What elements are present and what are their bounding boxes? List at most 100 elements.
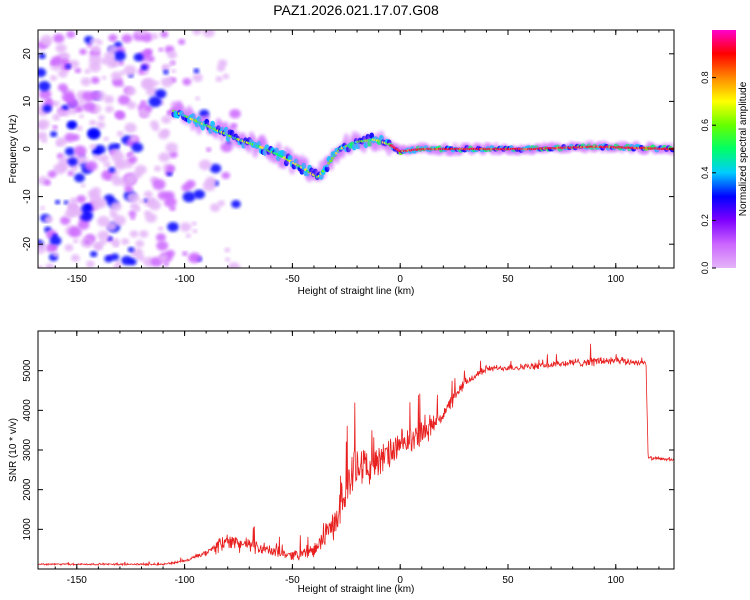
spectrogram-noise-cell xyxy=(198,159,212,171)
spectrogram-noise-cell xyxy=(103,51,115,61)
spectrogram-noise-cell xyxy=(167,222,179,232)
spectrogram-noise-cell xyxy=(150,33,159,40)
spectrogram-noise-cell xyxy=(108,34,118,42)
spectrogram-noise-cell xyxy=(163,261,169,267)
spectrogram-noise-cell xyxy=(57,69,68,78)
spectrogram-noise-cell xyxy=(161,63,171,71)
spectrogram-noise-cell xyxy=(128,155,138,164)
colorbar-tick-label: 0.4 xyxy=(700,167,710,180)
spectrogram-noise-cell xyxy=(182,191,196,203)
spectrogram-noise-cell xyxy=(38,265,43,268)
spectrogram-noise-cell xyxy=(163,69,169,75)
spectrogram-noise-cell xyxy=(108,166,116,173)
spectrogram-noise-cell xyxy=(110,253,120,261)
spectrogram-noise-cell xyxy=(192,229,198,234)
spectrogram-y-tick-label: 0 xyxy=(22,146,33,152)
spectrogram-noise-cell xyxy=(89,143,97,150)
spectrogram-noise-cell xyxy=(117,60,124,66)
spectrogram-noise-cell xyxy=(75,106,83,113)
spectrogram-noise-cell xyxy=(158,47,164,52)
spectrogram-noise-cell xyxy=(168,62,174,67)
spectrogram-noise-cell xyxy=(145,212,157,223)
spectrogram-noise-cell xyxy=(146,196,157,206)
spectrogram-noise-cell xyxy=(68,120,78,129)
spectrogram-noise-cell xyxy=(129,230,139,238)
spectrogram-noise-cell xyxy=(66,30,76,39)
spectrogram-noise-cell xyxy=(97,216,110,227)
spectrogram-noise-cell xyxy=(188,252,201,264)
spectrogram-noise-cell xyxy=(68,226,82,238)
spectrogram-y-label: Frequency (Hz) xyxy=(8,115,19,184)
spectrogram-noise-cell xyxy=(160,31,169,38)
spectrogram-noise-cell xyxy=(91,45,101,53)
spectrogram-noise-cell xyxy=(167,50,178,60)
spectrogram-noise-cell xyxy=(54,199,61,205)
spectrogram-noise-cell xyxy=(195,96,201,101)
spectrogram-noise-cell xyxy=(74,173,85,183)
spectrogram-noise-cell xyxy=(157,191,169,200)
spectrogram-noise-cell xyxy=(113,50,126,62)
spectrogram-noise-cell xyxy=(57,109,65,117)
snr-x-label: Height of straight line (km) xyxy=(298,584,415,595)
spectrogram-noise-cell xyxy=(158,226,164,231)
spectrogram-noise-cell xyxy=(73,145,87,157)
spectrogram-noise-cell xyxy=(116,130,124,137)
snr-y-label: SNR (10 * v/v) xyxy=(8,418,19,482)
spectrogram-noise-cell xyxy=(41,138,48,144)
spectrogram-noise-cell xyxy=(153,80,160,86)
spectrogram-noise-cell xyxy=(53,33,65,44)
spectrogram-noise-cell xyxy=(38,53,46,60)
spectrogram-noise-cell xyxy=(113,215,126,226)
snr-y-axis: 1000 2000 3000 4000 5000 xyxy=(22,359,674,540)
spectrogram-noise-cell xyxy=(159,254,168,262)
snr-x-tick-label: -50 xyxy=(285,575,300,586)
spectrogram-noise-cell xyxy=(40,34,53,46)
snr-y-tick-label: 2000 xyxy=(22,478,33,501)
spectrogram-noise-cell xyxy=(84,160,98,172)
spectrogram-x-tick-label: -150 xyxy=(67,274,87,285)
spectrogram-noise-cell xyxy=(84,68,91,74)
colorbar-scale xyxy=(712,30,736,268)
colorbar-ticks: 0.0 0.2 0.4 0.6 0.8 xyxy=(700,71,716,274)
spectrogram-noise-cell xyxy=(152,179,166,191)
spectrogram-noise-cell xyxy=(193,189,206,200)
spectrogram-noise-cell xyxy=(110,201,122,212)
spectrogram-noise-cell xyxy=(93,242,103,250)
spectrogram-noise-cell xyxy=(221,171,231,180)
snr-panel: -150 -100 -50 0 50 100 1000 2000 3000 4000 5000 H… xyxy=(8,330,675,595)
spectrogram-noise-cell xyxy=(76,195,87,204)
spectrogram-noise-cell xyxy=(165,142,178,153)
spectrogram-noise-cell xyxy=(229,108,241,119)
spectrogram-noise-cell xyxy=(64,209,76,219)
spectrogram-noise-cell xyxy=(105,221,117,231)
spectrogram-noise-cell xyxy=(87,128,100,138)
spectrogram-noise-cell xyxy=(124,122,137,133)
spectrogram-noise-cell xyxy=(202,30,215,38)
spectrogram-noise-cell xyxy=(210,203,221,212)
spectrogram-noise-cell xyxy=(64,244,74,252)
spectrogram-noise-cell xyxy=(61,104,69,111)
colorbar: 0.0 0.2 0.4 0.6 0.8 Normalized spectral ampl… xyxy=(700,30,749,274)
spectrogram-noise-cell xyxy=(50,244,58,251)
snr-x-tick-label: 100 xyxy=(607,575,624,586)
spectrogram-noise-cell xyxy=(129,135,138,142)
snr-frame xyxy=(37,330,675,570)
spectrogram-noise-cell xyxy=(53,100,60,107)
spectrogram-noise-cell xyxy=(63,110,70,117)
spectrogram-noise-cell xyxy=(111,151,125,163)
spectrogram-noise-cell xyxy=(70,165,78,172)
spectrogram-noise-cell xyxy=(161,128,170,136)
spectrogram-noise-cell xyxy=(83,101,96,113)
spectrogram-noise-cell xyxy=(139,230,149,238)
spectrogram-noise-cell xyxy=(148,96,162,108)
spectrogram-noise-cell xyxy=(145,86,158,97)
colorbar-tick-label: 0.8 xyxy=(700,71,710,84)
spectrogram-noise-cell xyxy=(66,201,78,210)
spectrogram-noise-cell xyxy=(52,125,58,130)
spectrogram-noise-cell xyxy=(231,200,241,209)
spectrogram-noise-cell xyxy=(76,125,83,131)
spectrogram-y-tick-label: 10 xyxy=(22,95,33,107)
spectrogram-noise-cell xyxy=(93,144,106,155)
